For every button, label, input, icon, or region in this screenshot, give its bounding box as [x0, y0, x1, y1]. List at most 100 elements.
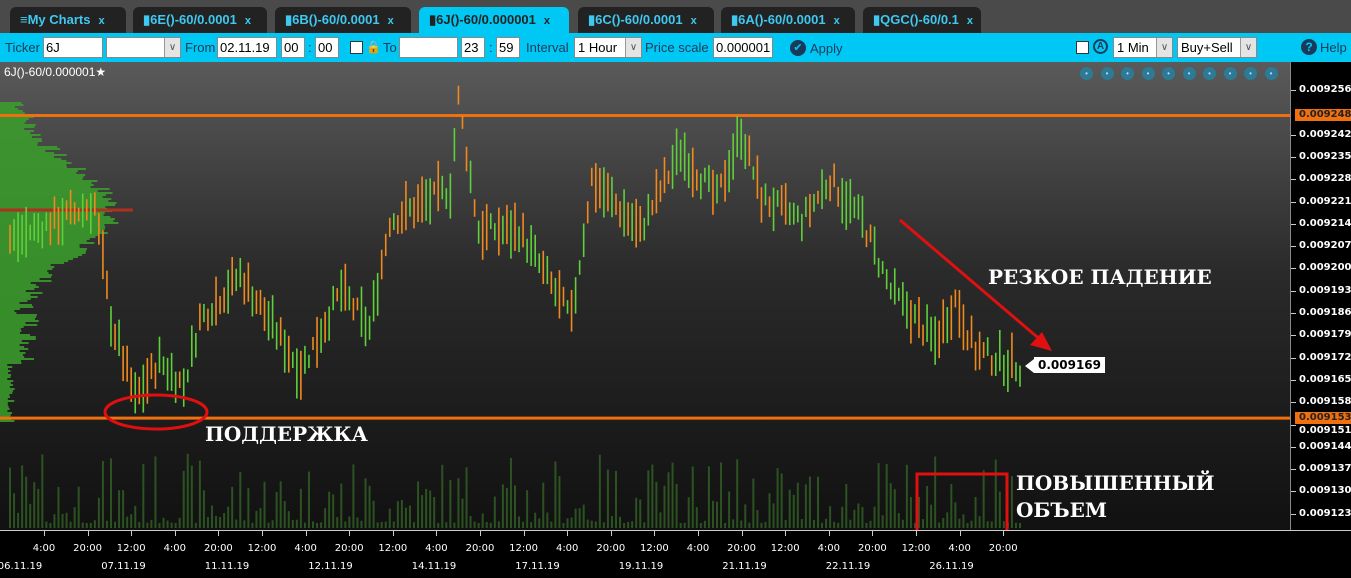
volume-bar: [453, 522, 456, 528]
x-tick: [916, 531, 917, 536]
grid-icon[interactable]: •: [1141, 67, 1155, 80]
apply-button[interactable]: ✔ Apply: [790, 39, 843, 57]
volume-profile-bar: [0, 302, 20, 304]
from-date-input[interactable]: 02.11.19: [217, 37, 277, 58]
auto-checkbox[interactable]: [1076, 41, 1089, 54]
help-icon: ?: [1301, 39, 1317, 55]
timeframe-dropdown[interactable]: 1 Min ∨: [1113, 37, 1173, 58]
time-axis[interactable]: 4:00 20:00 12:00 4:00 20:00 12:00 4:00 20:00 12:…: [0, 530, 1351, 578]
tab-0[interactable]: ≡My Charts x: [10, 7, 126, 33]
volume-bar: [17, 512, 20, 528]
volume-profile-bar: [0, 324, 38, 326]
y-tick: [1291, 446, 1296, 448]
x-tick-label: 4:00: [555, 543, 579, 554]
volume-profile-bar: [0, 370, 11, 372]
help-button[interactable]: ? Help: [1301, 39, 1347, 55]
from-hour-input[interactable]: 00: [281, 37, 305, 58]
close-icon[interactable]: x: [98, 15, 105, 27]
volume-profile-bar: [0, 256, 78, 258]
chevron-down-icon: ∨: [625, 38, 641, 57]
side-dropdown[interactable]: Buy+Sell ∨: [1177, 37, 1257, 58]
volume-bar: [126, 516, 129, 528]
volume-bar: [206, 517, 209, 528]
close-icon[interactable]: x: [543, 15, 551, 27]
interval-dropdown[interactable]: 1 Hour ∨: [574, 37, 642, 58]
volume-bar: [772, 503, 775, 528]
volume-profile-bar: [0, 396, 11, 398]
volume-profile-bar: [0, 240, 87, 242]
ticker-dropdown[interactable]: ∨: [106, 37, 181, 58]
volume-profile-bar: [0, 342, 29, 344]
x-tick: [480, 531, 481, 536]
volume-profile-bar: [0, 228, 105, 230]
volume-bar: [574, 508, 577, 528]
y-tick: [1291, 491, 1296, 493]
volume-profile-bar: [0, 190, 98, 192]
to-minute-input[interactable]: 59: [496, 37, 520, 58]
volume-bar: [873, 506, 876, 528]
close-icon[interactable]: x: [833, 15, 840, 27]
close-icon[interactable]: •: [1244, 67, 1257, 80]
price-axis[interactable]: 0.009256 0.009242 0.009235 0.009228 0.009221…: [1290, 62, 1351, 530]
refresh-icon[interactable]: •: [1182, 67, 1196, 80]
trend-arrow: [899, 218, 1044, 344]
zoom-out-icon[interactable]: •: [1121, 67, 1134, 80]
ticker-input[interactable]: 6J: [43, 37, 103, 58]
chart-area[interactable]: 6J()-60/0.000001★ • • • • • • • • • • РЕЗКОЕ ПАДЕ…: [0, 62, 1290, 530]
x-tick-label: 20:00: [596, 543, 626, 554]
annotation-drop: РЕЗКОЕ ПАДЕНИЕ: [988, 265, 1212, 289]
to-hour-input[interactable]: 23: [461, 37, 485, 58]
tab-3[interactable]: ▮6J()-60/0.000001 x: [419, 7, 569, 33]
volume-bar: [829, 506, 832, 528]
star-icon[interactable]: ★: [95, 65, 107, 79]
volume-profile-bar: [0, 140, 43, 142]
y-tick: [1291, 402, 1296, 404]
tab-6[interactable]: ▮QGC()-60/0.1 x: [863, 7, 981, 33]
volume-bar: [865, 522, 868, 528]
expand-icon[interactable]: •: [1223, 67, 1237, 80]
y-tick-label: 0.009207: [1299, 240, 1351, 252]
volume-bar: [348, 516, 351, 528]
tab-4[interactable]: ▮6C()-60/0.0001 x: [578, 7, 714, 33]
level-price-label: 0.009248: [1295, 109, 1351, 122]
auto-icon[interactable]: A: [1093, 39, 1108, 54]
volume-profile-bar: [0, 346, 25, 348]
price-scale-input[interactable]: 0.000001: [713, 37, 773, 58]
from-minute-input[interactable]: 00: [315, 37, 339, 58]
volume-bar: [255, 510, 258, 528]
zoom-fit-icon[interactable]: •: [1080, 67, 1093, 80]
x-tick: [959, 531, 961, 536]
close-icon[interactable]: x: [387, 15, 394, 27]
y-tick: [1291, 201, 1296, 203]
volume-profile-bar: [0, 196, 103, 198]
volume-bar: [853, 509, 856, 528]
close-icon[interactable]: x: [690, 15, 697, 27]
volume-bar: [211, 505, 213, 528]
zoom-in-icon[interactable]: •: [1100, 67, 1114, 80]
bar-chart-icon: ▮: [285, 12, 293, 27]
volume-bar: [950, 483, 953, 528]
chevron-down-icon: ∨: [1156, 38, 1172, 57]
gear-icon[interactable]: •: [1203, 67, 1216, 80]
price-chart[interactable]: [0, 62, 1290, 530]
volume-profile-bar: [0, 258, 74, 260]
to-date-input[interactable]: [399, 37, 458, 58]
tab-1[interactable]: ▮6E()-60/0.0001 x: [133, 7, 267, 33]
volume-profile-bar: [0, 312, 17, 314]
volume-bar: [303, 522, 306, 528]
volume-profile-bar: [0, 410, 8, 412]
lock-checkbox[interactable]: [350, 41, 363, 54]
volume-bar: [332, 494, 335, 528]
volume-profile-bar: [0, 244, 80, 246]
bar-chart-icon: ▮: [143, 12, 151, 27]
close-icon[interactable]: x: [244, 15, 252, 27]
pencil-icon[interactable]: •: [1162, 67, 1175, 80]
volume-bar: [728, 491, 731, 528]
tab-2[interactable]: ▮6B()-60/0.0001 x: [275, 7, 411, 33]
tab-5[interactable]: ▮6A()-60/0.0001 x: [721, 7, 855, 33]
close-icon[interactable]: x: [966, 15, 974, 27]
chevron-down-icon[interactable]: •: [1264, 67, 1278, 80]
volume-bar: [566, 518, 569, 528]
volume-profile-bar: [0, 162, 72, 164]
volume-bar: [445, 522, 448, 528]
